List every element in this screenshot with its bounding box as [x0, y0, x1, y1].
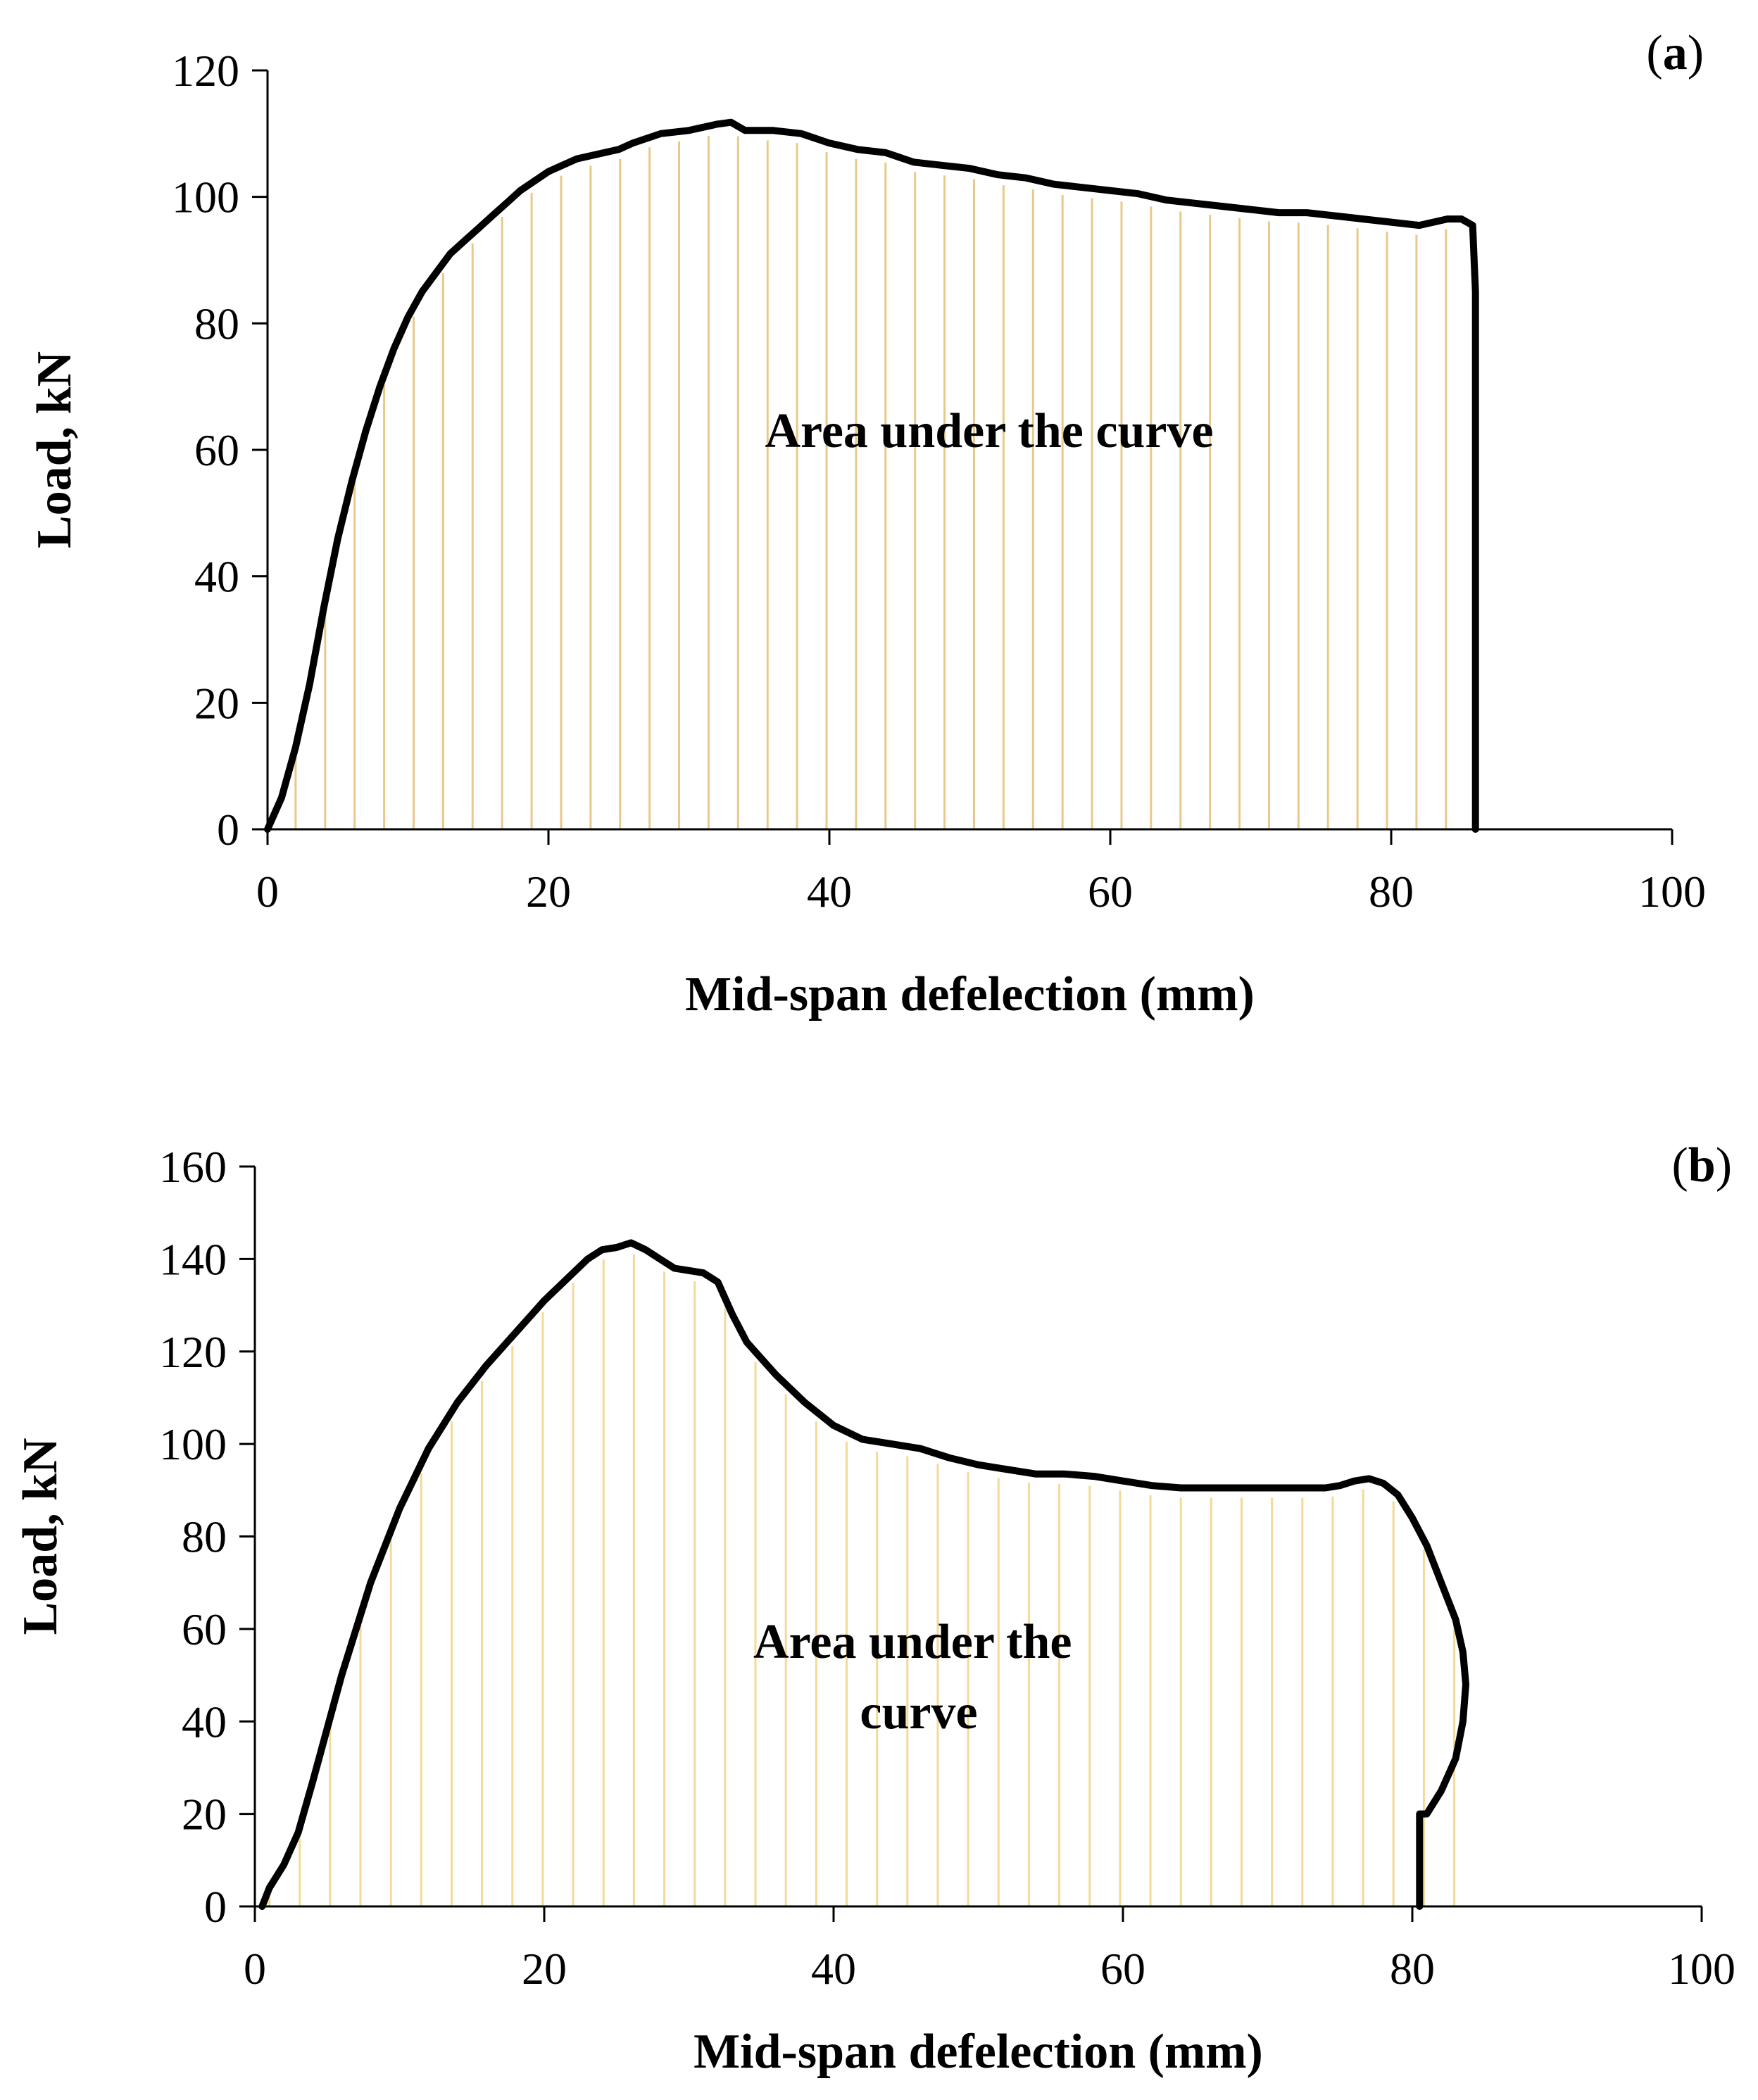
x-tick-label: 20 [522, 1944, 567, 1994]
x-tick-label: 100 [1638, 867, 1706, 917]
y-tick-label: 80 [194, 298, 239, 348]
y-axis-title-b: Load, kN [13, 1438, 68, 1635]
x-tick-label: 40 [807, 867, 852, 917]
y-tick-label: 160 [159, 1142, 227, 1192]
x-axis-title-b: Mid-span defelection (mm) [693, 2025, 1263, 2079]
x-tick-label: 40 [811, 1944, 856, 1994]
x-tick-label: 0 [256, 867, 279, 917]
y-tick-label: 0 [217, 805, 239, 855]
y-tick-label: 120 [159, 1327, 227, 1377]
panel-a: 0 20 40 60 80 100 120 0 20 40 60 80 100 Mid-span de… [27, 26, 1706, 1021]
y-axis-title-a: Load, kN [27, 351, 82, 548]
panel-label-letter-a: a [1663, 26, 1688, 80]
annotation-line-b-0: Area under the [753, 1615, 1072, 1669]
panel-label-a: (a) [1646, 26, 1704, 80]
x-tick-label: 0 [244, 1944, 266, 1994]
load-deflection-curve-b [258, 1239, 1469, 1910]
area-under-curve-hatch-a [294, 136, 1477, 829]
x-ticks-a: 0 20 40 60 80 100 [256, 829, 1706, 917]
y-tick-label: 80 [182, 1512, 227, 1562]
y-tick-label: 20 [182, 1790, 227, 1840]
y-tick-label: 100 [172, 172, 239, 222]
y-tick-label: 60 [182, 1604, 227, 1654]
x-tick-label: 100 [1668, 1944, 1735, 1994]
y-tick-label: 40 [194, 552, 239, 602]
load-deflection-curve-a [264, 118, 1479, 833]
annotation-line-b-1: curve [860, 1685, 977, 1740]
y-tick-label: 0 [204, 1882, 227, 1932]
y-tick-label: 140 [159, 1234, 227, 1284]
x-ticks-b: 0 20 40 60 80 100 [244, 1906, 1735, 1994]
y-tick-label: 60 [194, 425, 239, 475]
x-tick-label: 20 [526, 867, 571, 917]
area-under-curve-hatch-b [268, 1254, 1456, 1906]
y-ticks-a: 0 20 40 60 80 100 120 [172, 46, 268, 855]
x-tick-label: 60 [1100, 1944, 1145, 1994]
y-tick-label: 40 [182, 1697, 227, 1747]
x-tick-label: 60 [1088, 867, 1133, 917]
y-ticks-b: 0 20 40 60 80 100 120 140 160 [159, 1142, 255, 1932]
annotation-b: Area under the curve [753, 1615, 1084, 1740]
annotation-a: Area under the curve [765, 404, 1213, 458]
y-tick-label: 120 [172, 46, 239, 96]
panel-label-b: (b) [1671, 1138, 1732, 1193]
panel-label-letter-b: b [1688, 1138, 1716, 1193]
y-tick-label: 100 [159, 1419, 227, 1469]
x-tick-label: 80 [1390, 1944, 1435, 1994]
x-tick-label: 80 [1369, 867, 1414, 917]
x-axis-title-a: Mid-span defelection (mm) [685, 967, 1255, 1021]
annotation-line-a-0: Area under the curve [765, 404, 1213, 458]
panel-b: 0 20 40 60 80 100 120 140 160 0 20 40 60 80 100 Mid-s… [13, 1138, 1735, 2079]
y-tick-label: 20 [194, 678, 239, 728]
